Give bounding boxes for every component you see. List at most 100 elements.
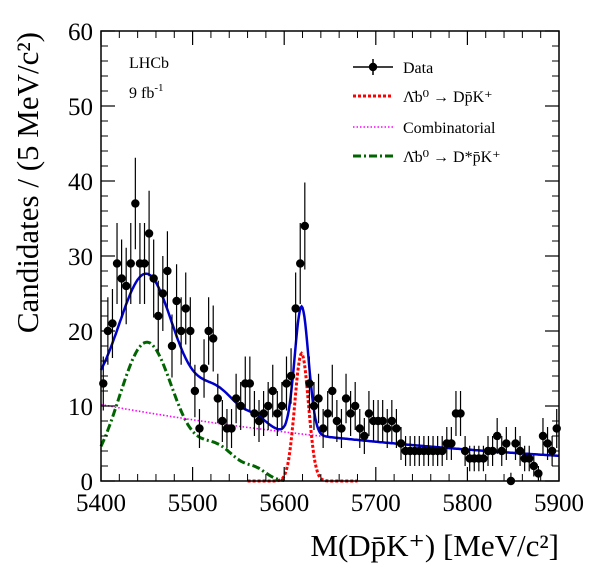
data-point [387,416,397,426]
data-point [117,274,126,283]
legend-label-2: Combinatorial [403,120,496,137]
y-tick-label: 0 [81,469,94,496]
y-tick-label: 10 [68,394,93,421]
data-point [282,379,291,388]
data-point [227,424,236,433]
data-point [121,281,131,291]
data-point [460,446,470,456]
data-point [154,311,163,321]
luminosity-exponent: -1 [154,82,163,94]
data-point [488,446,497,456]
data-point [309,401,319,411]
data-point [204,326,213,336]
data-point [286,371,296,381]
legend-label-3: Λ̄b⁰ → D*p̄K⁺ [403,149,501,166]
y-tick-label: 30 [68,244,93,271]
data-point [231,394,241,403]
data-point [479,454,488,463]
data-point [392,424,401,433]
data-point [515,446,525,456]
data-point [199,364,209,373]
y-tick-label: 60 [68,19,93,46]
y-tick-label: 40 [68,169,93,196]
data-point [163,266,172,276]
data-point [140,259,149,268]
data-point [529,461,539,471]
data-point [254,416,264,426]
x-tick-label: 5600 [259,490,309,517]
data-point [314,394,323,403]
data-point [149,274,158,283]
data-point [350,401,360,411]
axes: 5400 5500 5600 5700 5800 5900 0 10 20 30 40 50 60 M(D… [10,19,584,563]
signal-curve [247,351,358,483]
data-point [378,416,387,426]
x-tick-label: 5700 [351,490,401,517]
data-point [263,401,273,411]
data-point [126,259,135,268]
data-point [245,379,255,388]
data-point [396,439,406,448]
data-point [112,259,122,268]
x-axis-title: M(Dp̄K⁺) [MeV/c²] [310,528,559,563]
data-point [318,424,328,433]
data-point [181,304,190,313]
data-point [108,319,117,328]
plot-area [99,157,561,486]
x-tick-label: 5400 [76,490,126,517]
data-point [355,424,364,433]
data-point [502,439,511,448]
data-point [186,326,195,336]
data-point [167,341,177,351]
data-point [268,386,277,396]
data-point [497,446,506,456]
data-point [511,439,520,448]
data-point [492,431,502,441]
dstar-background-curve [99,340,285,482]
data-point [195,424,204,433]
data-point [438,446,447,456]
data-point [236,401,245,411]
x-tick-label: 5500 [168,490,218,517]
legend-data-marker [368,62,378,72]
data-point [534,469,543,478]
data-point [144,229,154,238]
data-point [456,409,465,418]
data-point [543,439,552,448]
data-point [447,439,456,448]
data-point [346,409,355,418]
legend-label-0: Data [403,60,433,77]
data-point [525,454,534,463]
data-point [341,394,351,403]
legend-label-1: Λ̄b⁰ → Dp̄K⁺ [403,89,493,106]
data-point [328,386,337,396]
data-point [190,386,200,396]
y-tick-label: 50 [68,94,93,121]
data-point [176,326,186,336]
data-point [305,379,314,388]
data-point [213,394,222,403]
y-tick-label: 20 [68,319,93,346]
data-point [259,409,268,418]
x-tick-label: 5800 [442,490,492,517]
data-point [538,431,548,441]
y-axis-title: Candidates / (5 MeV/c²) [10,32,45,333]
data-point [383,424,392,433]
data-point [250,409,259,418]
data-point [337,424,346,433]
data-point [218,416,227,426]
data-point [332,416,342,426]
data-point [277,401,287,411]
experiment-label: LHCb [129,55,169,72]
data-point [364,409,374,418]
data-point [172,296,181,306]
legend: Data Λ̄b⁰ → Dp̄K⁺ Combinatorial Λ̄b⁰ → D*p̄… [353,59,501,166]
data-point [323,409,332,418]
data-point [158,289,168,298]
data-point [209,334,218,343]
total-fit-curve [99,272,559,458]
x-tick-label: 5900 [534,490,584,517]
data-point [273,409,282,418]
